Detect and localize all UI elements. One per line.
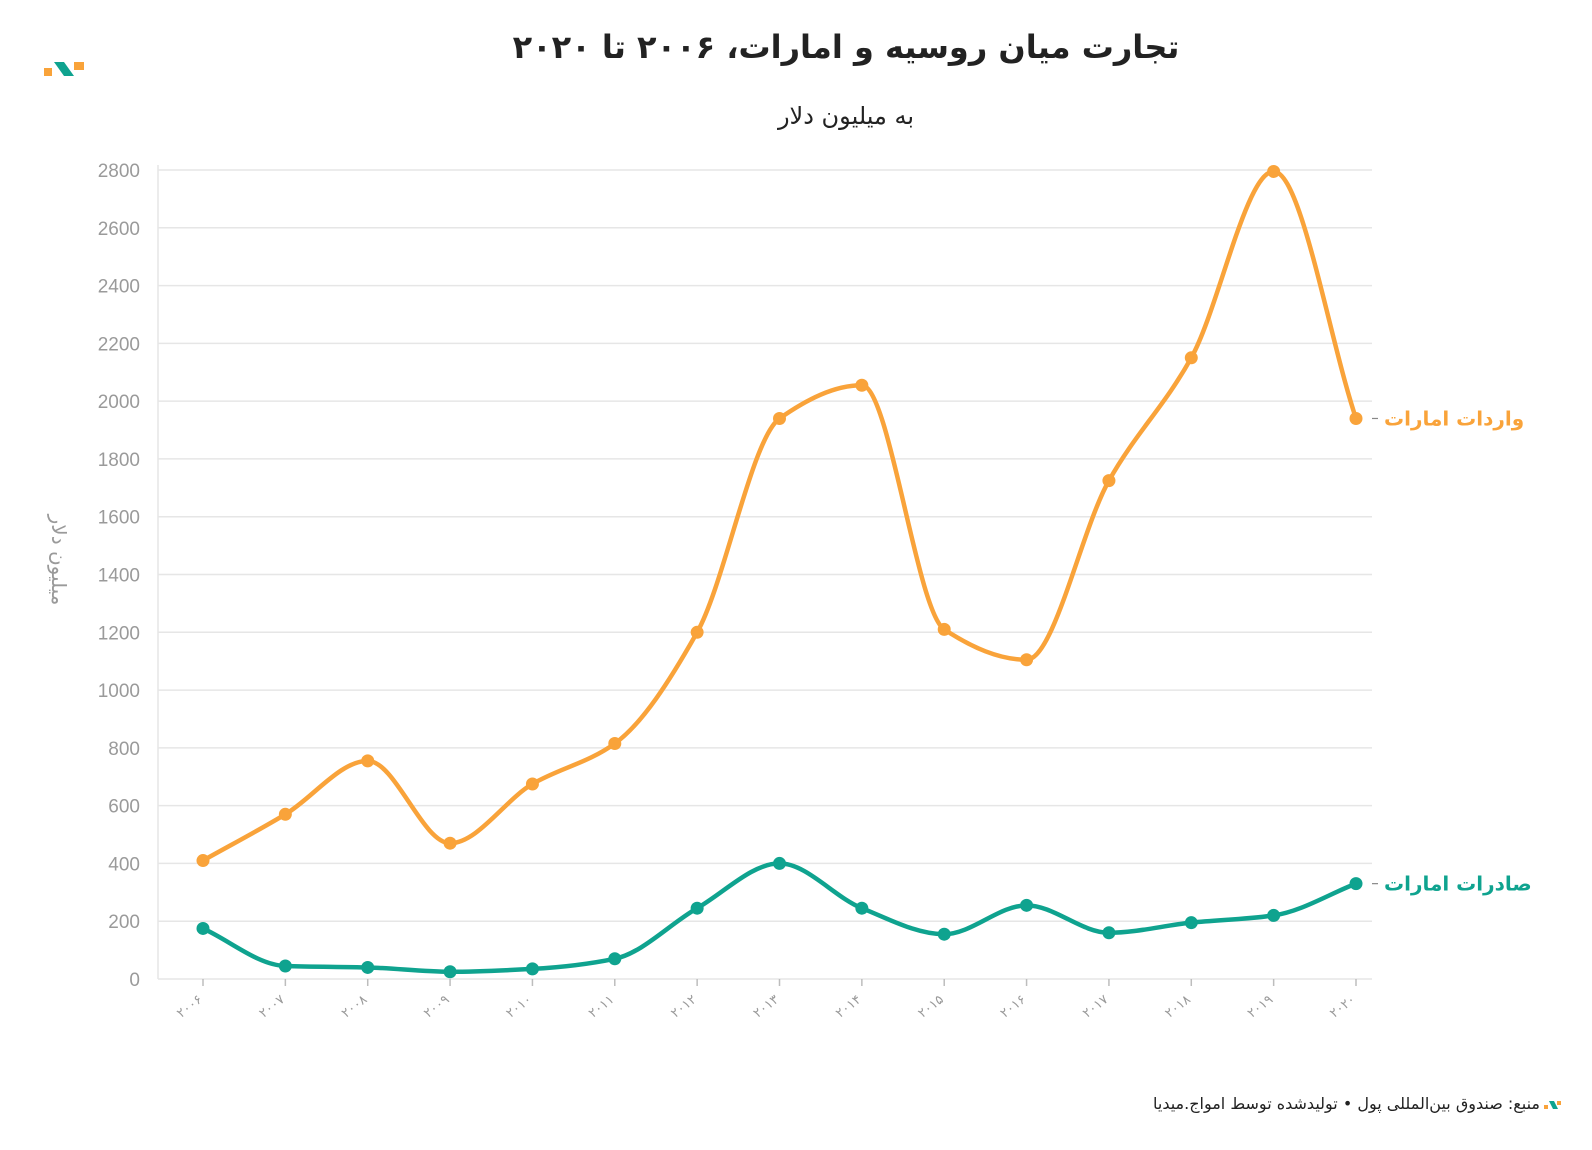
data-point[interactable] — [1267, 908, 1281, 922]
x-tick-label: ۲۰۰۹ — [421, 992, 452, 1021]
x-tick-label: ۲۰۱۴ — [833, 992, 864, 1021]
y-tick-label: 1600 — [98, 508, 140, 529]
data-point[interactable] — [690, 625, 704, 639]
data-point[interactable] — [443, 965, 457, 979]
y-axis-ticks: 0 200 400 600 800 1000 1200 1400 1600 1800 2000 220… — [98, 161, 140, 991]
data-point[interactable] — [278, 959, 292, 973]
x-tick-label: ۲۰۰۶ — [174, 992, 205, 1021]
series-line — [200, 861, 1359, 975]
y-axis-label: میلیون دلار — [47, 514, 71, 606]
y-tick-label: 600 — [108, 797, 140, 818]
y-tick-label: 2600 — [98, 219, 140, 240]
x-tick-label: ۲۰۱۱ — [586, 992, 617, 1021]
series-end-label: واردات امارات — [1384, 406, 1524, 430]
data-point[interactable] — [937, 622, 951, 636]
data-point[interactable] — [1020, 653, 1034, 667]
y-tick-label: 2400 — [98, 277, 140, 298]
x-tick-label: ۲۰۱۵ — [915, 992, 946, 1021]
y-tick-label: 400 — [108, 854, 140, 875]
chart-title: تجارت میان روسیه و امارات، ۲۰۰۶ تا ۲۰۲۰ — [513, 28, 1180, 66]
data-point[interactable] — [443, 836, 457, 850]
x-tick-label: ۲۰۱۷ — [1080, 992, 1111, 1021]
y-tick-label: 1200 — [98, 623, 140, 644]
series-group: واردات امارات صادرات امارات — [196, 164, 1532, 979]
data-point[interactable] — [608, 952, 622, 966]
data-point[interactable] — [1184, 916, 1198, 930]
data-point[interactable] — [196, 854, 210, 868]
data-point[interactable] — [525, 777, 539, 791]
data-point[interactable] — [1184, 351, 1198, 365]
data-point[interactable] — [1349, 411, 1363, 425]
x-tick-label: ۲۰۰۷ — [257, 992, 288, 1021]
data-point[interactable] — [278, 807, 292, 821]
y-tick-label: 1400 — [98, 566, 140, 587]
data-point[interactable] — [361, 960, 375, 974]
x-tick-label: ۲۰۱۸ — [1162, 992, 1193, 1021]
data-point[interactable] — [690, 901, 704, 915]
y-tick-label: 0 — [129, 970, 140, 991]
x-tick-label: ۲۰۲۰ — [1327, 992, 1358, 1021]
data-point[interactable] — [773, 856, 786, 870]
x-tick-label: ۲۰۱۳ — [751, 992, 782, 1021]
brand-logo-icon — [44, 62, 84, 76]
chart-subtitle: به میلیون دلار — [777, 102, 914, 130]
data-point[interactable] — [608, 737, 622, 751]
data-point[interactable] — [196, 921, 210, 935]
y-tick-label: 2800 — [98, 161, 140, 182]
grid-lines — [157, 165, 1372, 980]
x-tick-label: ۲۰۱۰ — [504, 992, 535, 1021]
data-point[interactable] — [1102, 474, 1116, 488]
data-point[interactable] — [525, 962, 539, 976]
y-tick-label: 1000 — [98, 681, 140, 702]
y-tick-label: 800 — [108, 739, 140, 760]
x-tick-label: ۲۰۱۶ — [998, 992, 1029, 1021]
data-point[interactable] — [1102, 926, 1116, 940]
x-tick-label: ۲۰۰۸ — [339, 992, 370, 1021]
y-tick-label: 2200 — [98, 334, 140, 355]
data-point[interactable] — [855, 378, 869, 392]
x-tick-label: ۲۰۱۲ — [668, 992, 699, 1021]
series-end-label: صادرات امارات — [1384, 872, 1532, 896]
footer-logo-icon — [1544, 1101, 1561, 1109]
data-point[interactable] — [1349, 877, 1363, 891]
data-point[interactable] — [773, 411, 786, 425]
y-tick-label: 200 — [108, 912, 140, 933]
y-tick-label: 2000 — [98, 392, 140, 413]
x-axis-ticks: ۲۰۰۶ ۲۰۰۷ ۲۰۰۸ ۲۰۰۹ ۲۰۱۰ ۲۰۱۱ ۲۰۱۲ ۲۰۱۳ ۲۰۱۴ ۲۰۱۵… — [174, 979, 1358, 1021]
data-point[interactable] — [1267, 164, 1281, 178]
y-tick-label: 1800 — [98, 450, 140, 471]
data-point[interactable] — [361, 754, 375, 768]
source-footer: منبع: صندوق بین‌المللی پول • تولیدشده تو… — [1152, 1094, 1540, 1113]
data-point[interactable] — [855, 901, 869, 915]
data-point[interactable] — [1020, 898, 1034, 912]
data-point[interactable] — [937, 927, 951, 941]
x-tick-label: ۲۰۱۹ — [1245, 992, 1276, 1021]
